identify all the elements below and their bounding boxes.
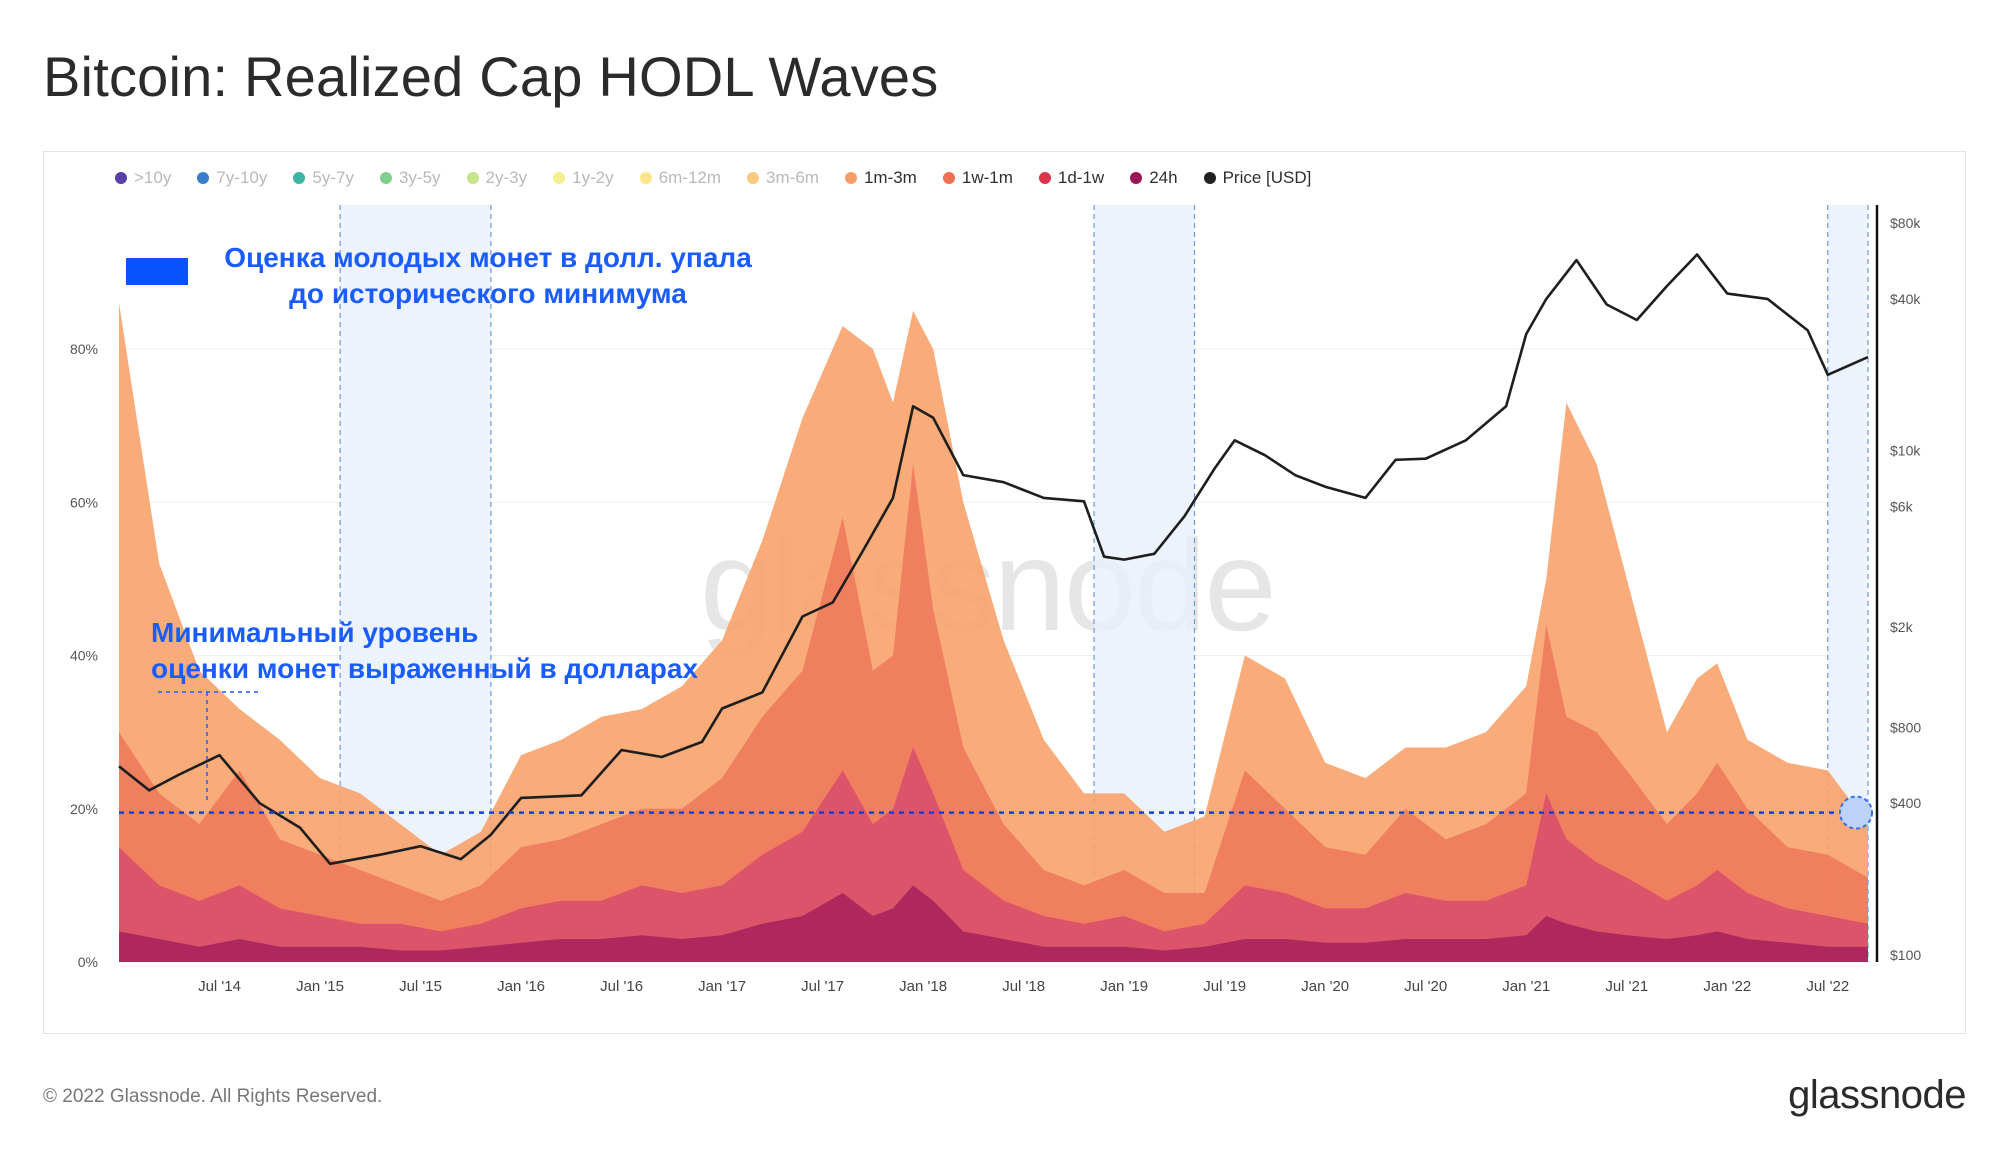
x-tick-1: Jan '15 [296, 978, 344, 995]
x-tick-9: Jan '19 [1100, 978, 1148, 995]
y-left-tick-1: 20% [70, 801, 98, 817]
x-tick-12: Jul '20 [1404, 978, 1447, 995]
legend-label: 24h [1149, 168, 1178, 187]
y-right-tick-7: $80k [1890, 215, 1921, 231]
legend-label: 1w-1m [961, 168, 1013, 187]
y-right-tick-1: $400 [1890, 795, 1921, 811]
x-tick-8: Jul '18 [1002, 978, 1045, 995]
x-tick-13: Jan '21 [1502, 978, 1550, 995]
x-tick-2: Jul '15 [399, 978, 442, 995]
y-left-tick-4: 80% [70, 341, 98, 357]
legend-item-11[interactable]: 24h [1130, 168, 1178, 188]
legend-item-7[interactable]: 3m-6m [747, 168, 819, 188]
legend-dot [747, 172, 760, 184]
x-tick-3: Jan '16 [497, 978, 545, 995]
copyright: © 2022 Glassnode. All Rights Reserved. [43, 1086, 383, 1107]
area-1d-1w[interactable] [119, 747, 1868, 963]
annotation-mid: Минимальный уровень оценки монет выражен… [151, 615, 698, 687]
legend-dot [379, 172, 392, 184]
x-tick-7: Jan '18 [899, 978, 947, 995]
x-tick-11: Jan '20 [1301, 978, 1349, 995]
legend-item-0[interactable]: >10y [115, 168, 171, 188]
legend-item-2[interactable]: 5y-7y [293, 168, 354, 188]
y-left-tick-3: 60% [70, 494, 98, 510]
legend-dot [553, 172, 566, 184]
legend-item-1[interactable]: 7y-10y [197, 168, 267, 188]
legend-label: 3y-5y [398, 168, 441, 187]
x-tick-6: Jul '17 [801, 978, 844, 995]
annotation-marker [126, 258, 188, 285]
x-tick-4: Jul '16 [600, 978, 643, 995]
legend-item-6[interactable]: 6m-12m [639, 168, 722, 188]
x-tick-16: Jul '22 [1806, 978, 1849, 995]
annotation-top: Оценка молодых монет в долл. упала до ис… [198, 240, 778, 312]
legend-dot [844, 172, 857, 184]
legend-item-8[interactable]: 1m-3m [844, 168, 917, 188]
legend-label: 7y-10y [216, 168, 268, 187]
legend-item-3[interactable]: 3y-5y [379, 168, 441, 188]
legend-dot [1130, 172, 1143, 184]
brand-logo: glassnode [1788, 1073, 1966, 1117]
legend-label: 1d-1w [1057, 168, 1105, 187]
x-tick-5: Jan '17 [698, 978, 746, 995]
legend-dot [197, 172, 210, 184]
legend-dot [466, 172, 479, 184]
annotation-top-line2: до исторического минимума [289, 278, 687, 309]
legend-item-10[interactable]: 1d-1w [1038, 168, 1105, 188]
legend-dot [115, 172, 127, 184]
y-right-tick-3: $2k [1890, 619, 1914, 635]
legend-label: 1y-2y [572, 168, 614, 187]
y-left-tick-0: 0% [78, 954, 98, 970]
legend-dot [639, 172, 652, 184]
x-tick-14: Jul '21 [1605, 978, 1648, 995]
legend-dot [1203, 172, 1216, 184]
legend-label: 3m-6m [766, 168, 819, 187]
legend-label: >10y [134, 168, 172, 187]
x-tick-10: Jul '19 [1203, 978, 1246, 995]
legend: >10y 7y-10y 5y-7y 3y-5y 2y-3y 1y-2y 6m-12m 3m-6… [115, 168, 1337, 188]
annotation-mid-line1: Минимальный уровень [151, 617, 479, 648]
legend-item-9[interactable]: 1w-1m [942, 168, 1013, 188]
legend-dot [942, 172, 955, 184]
legend-label: 5y-7y [312, 168, 354, 187]
legend-dot [1038, 172, 1051, 184]
legend-dot [293, 172, 306, 184]
annotation-mid-line2: оценки монет выраженный в долларах [151, 653, 699, 684]
y-right-tick-5: $10k [1890, 443, 1921, 459]
legend-item-4[interactable]: 2y-3y [466, 168, 528, 188]
legend-item-5[interactable]: 1y-2y [553, 168, 614, 188]
area-24h[interactable] [119, 885, 1868, 962]
x-tick-0: Jul '14 [198, 978, 241, 995]
legend-label: 1m-3m [863, 168, 917, 187]
y-right-tick-4: $6k [1890, 499, 1914, 515]
y-right-tick-0: $100 [1890, 947, 1921, 963]
reference-marker [1839, 795, 1873, 830]
legend-label: 6m-12m [658, 168, 722, 187]
y-right-tick-6: $40k [1890, 291, 1921, 307]
annotation-top-line1: Оценка молодых монет в долл. упала [224, 242, 752, 273]
x-tick-15: Jan '22 [1703, 978, 1751, 995]
legend-label: 2y-3y [485, 168, 528, 187]
legend-label: Price [USD] [1222, 168, 1312, 187]
legend-item-12[interactable]: Price [USD] [1203, 168, 1312, 188]
chart-title: Bitcoin: Realized Cap HODL Waves [43, 45, 939, 108]
chart-frame [43, 151, 1966, 1034]
price-line[interactable] [118, 253, 1869, 866]
y-right-tick-2: $800 [1890, 719, 1921, 735]
area-1w-1m[interactable] [119, 463, 1868, 962]
y-left-tick-2: 40% [70, 648, 98, 664]
